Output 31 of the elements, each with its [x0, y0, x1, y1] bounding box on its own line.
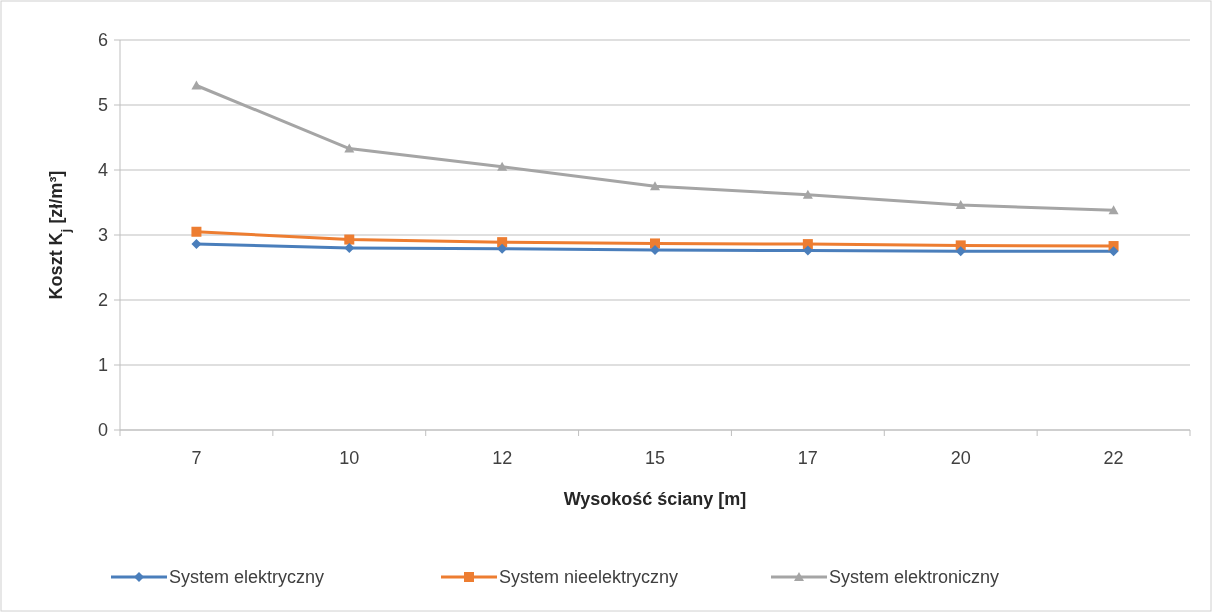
x-tick-label: 22	[1103, 448, 1124, 468]
point	[1108, 205, 1119, 215]
y-tick-label: 1	[97, 355, 108, 376]
x-tick-label: 12	[492, 448, 513, 468]
point	[955, 246, 966, 257]
y-tick-label: 3	[97, 225, 108, 246]
x-tick-label: 7	[191, 448, 202, 468]
x-axis-title: Wysokość ściany [m]	[563, 489, 747, 509]
point	[191, 80, 202, 90]
point	[191, 226, 202, 237]
point	[497, 161, 508, 171]
point	[344, 234, 355, 245]
legend-label: System elektryczny	[169, 567, 325, 588]
y-tick-label: 2	[97, 290, 108, 311]
point	[1108, 246, 1119, 257]
y-tick-label: 0	[97, 420, 108, 441]
point	[802, 189, 813, 199]
point	[955, 200, 966, 210]
x-tick-label: 10	[339, 448, 360, 468]
y-tick-label: 6	[97, 30, 108, 51]
point	[344, 143, 355, 153]
legend-label: System nieelektryczny	[499, 567, 679, 588]
x-tick-label: 17	[797, 448, 818, 468]
x-tick-label: 20	[950, 448, 971, 468]
legend-label: System elektroniczny	[829, 567, 1000, 588]
y-tick-label: 5	[97, 95, 108, 116]
x-tick-label: 15	[644, 448, 666, 468]
y-tick-label: 4	[97, 160, 108, 181]
point	[191, 239, 202, 250]
point	[650, 181, 660, 191]
point	[650, 244, 660, 255]
